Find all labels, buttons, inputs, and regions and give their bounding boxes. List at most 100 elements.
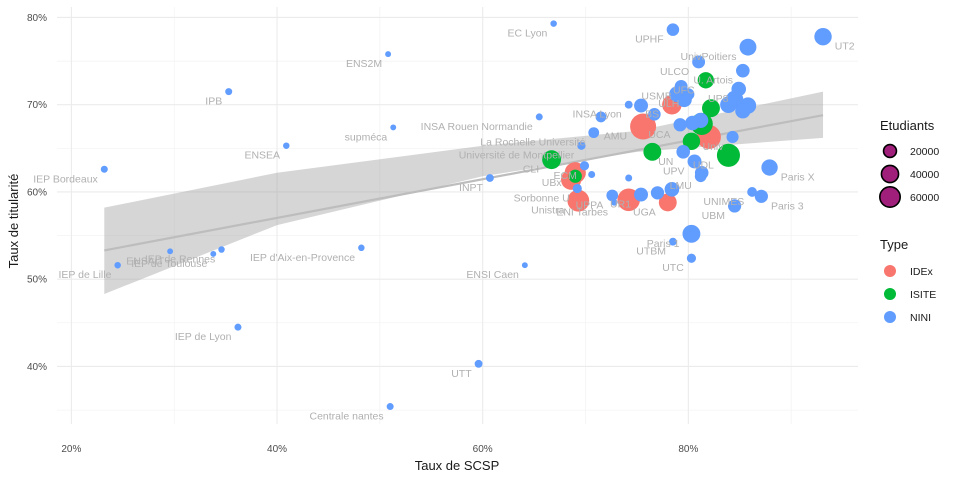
point-isite [643, 142, 662, 161]
x-tick-label: 40% [267, 444, 287, 455]
point-nini [577, 141, 586, 150]
point-labels: BS AMU UBx Unistra UGA UFC CLI UDL EC Lyon UPHF UT… [33, 28, 855, 423]
point-label: UT2 [835, 41, 855, 53]
point-isite [702, 99, 720, 118]
y-tick-labels: 40% 50% 60% 70% 80% [27, 13, 47, 373]
point-nini [521, 262, 528, 269]
point-label: IEP de Toulouse [131, 258, 207, 270]
y-axis-title: Taux de titularité [6, 174, 21, 269]
point-nini [100, 165, 108, 173]
point-nini [634, 98, 649, 113]
point-nini [358, 244, 365, 252]
point-nini [747, 187, 757, 197]
point-nini [283, 142, 290, 149]
point-nini [385, 51, 392, 58]
legend-size-dot [882, 143, 898, 159]
x-axis-title: Taux de SCSP [415, 458, 500, 473]
confidence-band [104, 91, 824, 295]
x-tick-label: 20% [61, 444, 81, 455]
point-label: IEP de Lille [58, 269, 111, 281]
point-label: EC Lyon [508, 28, 548, 40]
point-label: UGA [633, 206, 656, 218]
point-isite [568, 169, 582, 183]
point-nini [694, 170, 707, 183]
legend: Etudiants Type 20000 40000 60000 IDEx ISITE N… [879, 118, 939, 324]
point-nini [595, 111, 607, 123]
point-nini [676, 145, 690, 159]
point-label: Sorbonne U [514, 192, 570, 204]
legend-type-label: IDEx [910, 266, 934, 278]
point-label: Centrale nantes [310, 411, 384, 423]
point-nini [666, 23, 680, 36]
legend-size-label: 60000 [910, 192, 939, 204]
point-label: IPB [205, 96, 222, 108]
point-idex [567, 189, 590, 212]
x-tick-label: 80% [678, 444, 698, 455]
point-nini [386, 403, 394, 411]
x-tick-labels: 20% 40% 60% 80% [61, 444, 698, 455]
point-label: UPV [663, 165, 685, 177]
point-label: ENI Tarbes [556, 206, 608, 218]
y-tick-label: 50% [27, 275, 47, 286]
point-label: UnivPoitiers [681, 51, 737, 63]
legend-size-title: Etudiants [880, 118, 935, 133]
point-isite [542, 150, 562, 170]
point-nini [668, 237, 677, 246]
point-label: supméca [345, 131, 388, 143]
point-label: Unistra [531, 205, 564, 217]
point-nini [727, 199, 742, 213]
point-nini [692, 55, 706, 69]
point-nini [579, 161, 590, 171]
point-idex [630, 113, 657, 140]
point-nini [685, 115, 700, 131]
y-tick-label: 60% [27, 187, 47, 198]
point-label: UTT [451, 368, 472, 380]
point-label: UTBM [636, 246, 666, 258]
legend-size-dot [880, 164, 900, 184]
point-label: INSA Lyon [573, 109, 622, 121]
point-nini [648, 108, 661, 121]
grid [57, 7, 858, 424]
point-nini [485, 174, 494, 182]
point-label: ENSAIT [126, 255, 165, 267]
point-nini [731, 81, 747, 97]
point-label: ENS2M [346, 58, 382, 70]
point-label: ULCO [660, 66, 689, 78]
point-label: UCA [648, 129, 670, 141]
point-nini [736, 63, 750, 78]
legend-type-label: NINI [910, 312, 931, 324]
point-label: AMU [604, 131, 627, 143]
y-tick-label: 80% [27, 13, 47, 24]
point-label: LMU [670, 180, 692, 192]
legend-size-label: 20000 [910, 146, 939, 158]
point-label: UN [658, 156, 673, 168]
y-tick-label: 40% [27, 362, 47, 373]
point-nini [225, 88, 233, 96]
legend-type-title: Type [880, 237, 908, 252]
point-label: ENSI Caen [466, 269, 519, 281]
point-nini [210, 250, 217, 257]
point-isite [716, 143, 740, 167]
point-nini [588, 127, 600, 139]
point-nini [611, 199, 618, 206]
point-nini [114, 261, 121, 269]
point-nini [606, 189, 619, 202]
point-label: IEP de Rennes [145, 254, 215, 266]
point-label: Paris 3 [771, 200, 804, 212]
point-nini [664, 182, 680, 197]
legend-type-dot [884, 311, 896, 323]
point-label: U. Artois [693, 75, 733, 87]
legend-type-dot [884, 265, 896, 277]
point-nini [572, 183, 582, 194]
point-nini [682, 224, 701, 243]
point-label: INSA Rouen Normandie [421, 121, 533, 133]
point-label: La Rochelle Université [480, 137, 585, 149]
point-nini [588, 171, 596, 178]
point-nini [739, 38, 757, 56]
point-label: UR1 [610, 199, 631, 211]
point-nini [686, 253, 697, 263]
point-idex [658, 193, 677, 212]
x-tick-label: 60% [473, 444, 493, 455]
point-label: UBM [702, 210, 725, 222]
